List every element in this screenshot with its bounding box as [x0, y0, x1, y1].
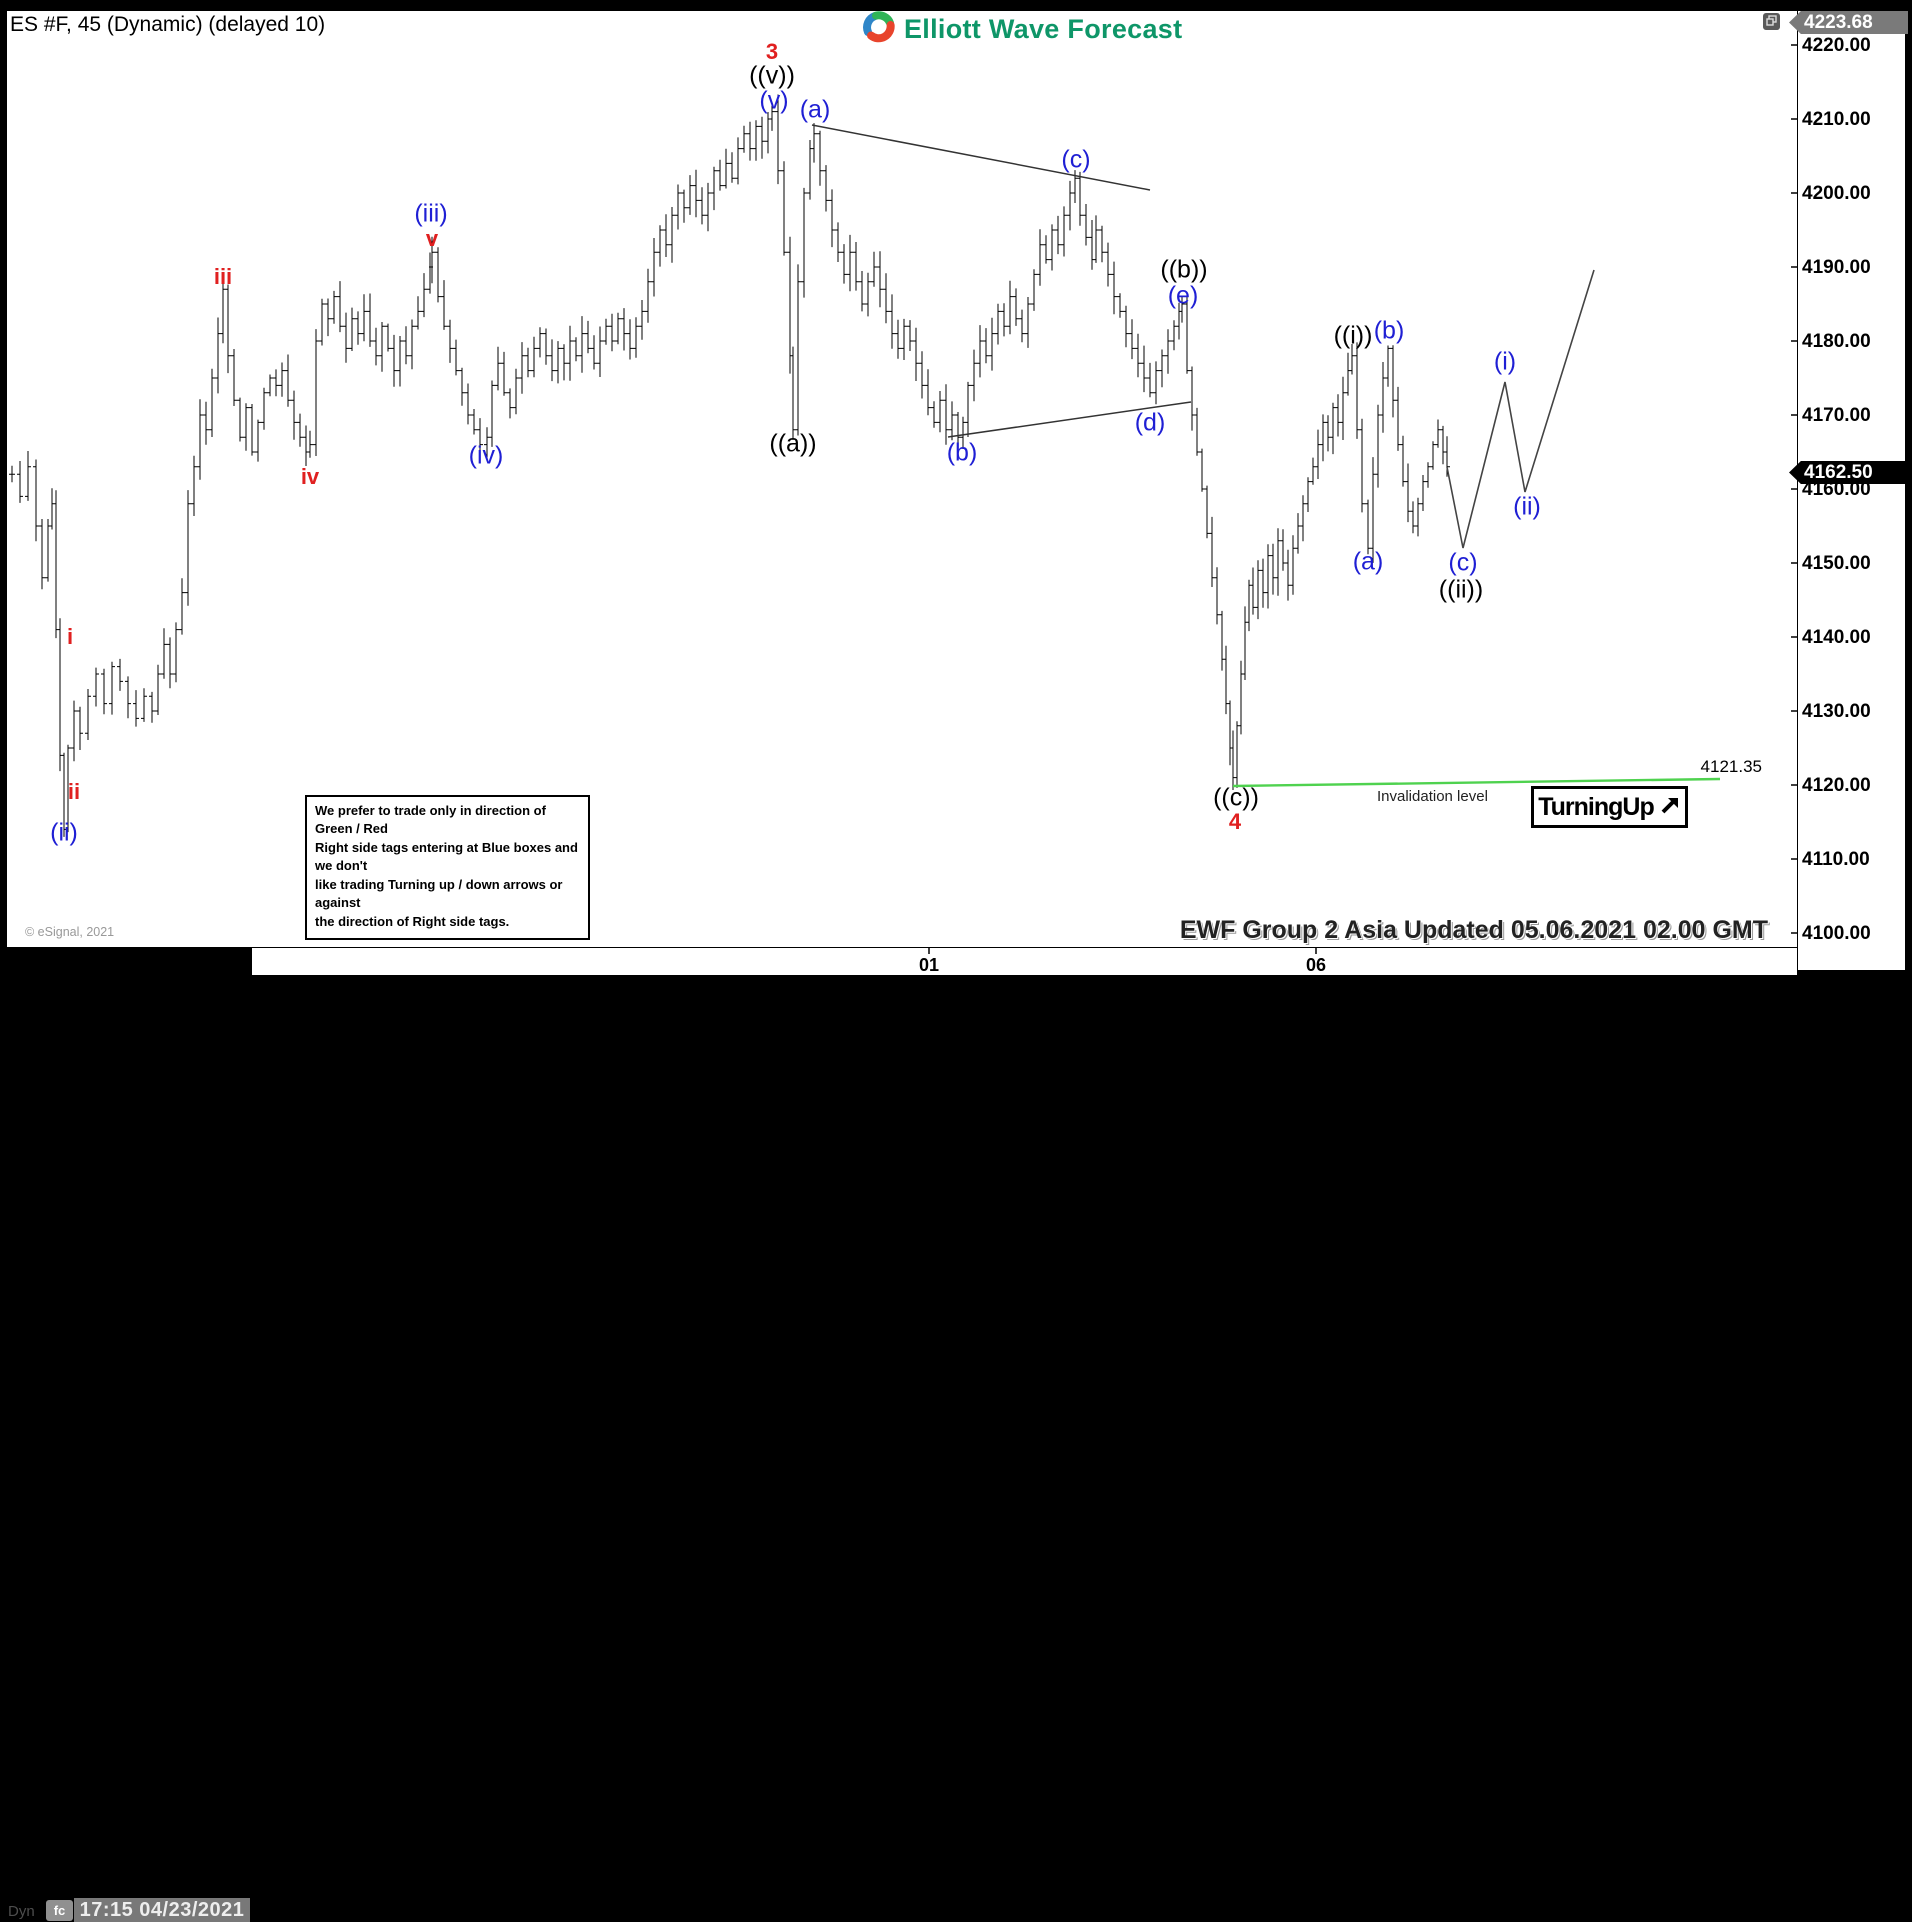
wave-label-i-red: i	[66, 624, 74, 649]
ewf-footer-note: EWF Group 2 Asia Updated 05.06.2021 02.0…	[1179, 916, 1768, 944]
price-axis-label: 4120.00	[1802, 775, 1871, 796]
wave-label-iii-red: iii	[213, 264, 233, 289]
disclaimer-line: Right side tags entering at Blue boxes a…	[315, 839, 578, 874]
chart-title: ES #F, 45 (Dynamic) (delayed 10)	[10, 13, 326, 36]
price-axis-label: 4210.00	[1802, 109, 1871, 130]
wave-label-ii-red: ii	[67, 779, 81, 804]
trading-disclaimer-note: We prefer to trade only in direction of …	[305, 795, 590, 941]
wave-label-v-black: ((v))	[749, 61, 795, 90]
price-axis-label: 4150.00	[1802, 553, 1871, 574]
current-price-tag: 4162.50	[1789, 461, 1908, 484]
disclaimer-line: the direction of Right side tags.	[315, 913, 510, 929]
wave-label-4-red: 4	[1228, 809, 1242, 834]
wave-label-c-blue: (c)	[1448, 548, 1478, 577]
price-axis-label: 4160.00	[1802, 479, 1871, 500]
invalidation-price-value: 4121.35	[1700, 757, 1762, 776]
esignal-copyright: © eSignal, 2021	[25, 925, 115, 939]
wave-label-v-blue: (v)	[759, 86, 789, 115]
price-axis[interactable]	[1797, 11, 1905, 970]
restore-window-icon	[1766, 14, 1777, 29]
time-axis-label: 01	[918, 955, 940, 975]
time-axis-label: 06	[1305, 955, 1327, 975]
restore-window-button[interactable]	[1763, 13, 1780, 30]
disclaimer-line: We prefer to trade only in direction of …	[315, 803, 546, 837]
chart-window: ES #F, 45 (Dynamic) (delayed 10) Elliott…	[0, 10, 1908, 1922]
wave-label-i-black: ((i))	[1333, 321, 1373, 350]
brand-name: Elliott Wave Forecast	[904, 14, 1183, 44]
price-axis-label: 4170.00	[1802, 405, 1871, 426]
wave-label-3-red: 3	[765, 39, 779, 64]
turning-up-label: TurningUp	[1538, 792, 1654, 821]
brand-logo: Elliott Wave Forecast	[862, 10, 1182, 49]
last-price-tag: 4223.68	[1789, 11, 1908, 34]
disclaimer-line: like trading Turning up / down arrows or…	[315, 876, 563, 911]
wave-label-b-blue: (b)	[946, 438, 978, 467]
wave-label-ii-black: ((ii))	[1438, 575, 1484, 604]
price-axis-label: 4100.00	[1802, 923, 1871, 944]
wave-label-ii-blue: (ii)	[50, 818, 78, 847]
wave-label-ii-blue: (ii)	[1513, 492, 1541, 521]
wave-label-iv-blue: (iv)	[468, 441, 504, 470]
dyn-mode-label: Dyn	[8, 1903, 35, 1920]
price-axis-label: 4190.00	[1802, 257, 1871, 278]
wave-label-e-blue: (e)	[1167, 281, 1199, 310]
plot-area[interactable]	[7, 11, 1797, 947]
wave-label-iv-red: iv	[300, 464, 320, 489]
wave-label-a-blue: (a)	[799, 95, 831, 124]
wave-label-a-black: ((a))	[769, 429, 817, 458]
invalidation-level-label: Invalidation level	[1377, 788, 1488, 805]
price-axis-label: 4220.00	[1802, 35, 1871, 56]
price-axis-label: 4200.00	[1802, 183, 1871, 204]
wave-label-i-blue: (i)	[1493, 347, 1517, 376]
wave-label-iii-blue: (iii)	[414, 199, 448, 228]
price-axis-label: 4110.00	[1802, 849, 1870, 870]
price-axis-label: 4140.00	[1802, 627, 1871, 648]
cursor-timestamp: 17:15 04/23/2021	[74, 1898, 250, 1922]
price-axis-label: 4180.00	[1802, 331, 1871, 352]
wave-label-b-black: ((b))	[1160, 255, 1208, 284]
wave-label-a-blue: (a)	[1352, 547, 1384, 576]
status-bar: Dyn fc 17:15 04/23/2021	[0, 948, 252, 1922]
wave-label-d-blue: (d)	[1134, 408, 1166, 437]
wave-label-c-blue: (c)	[1061, 145, 1091, 174]
brand-swirl-icon	[862, 10, 896, 49]
time-axis[interactable]	[7, 947, 1797, 975]
up-right-arrow-icon	[1659, 794, 1681, 821]
turning-up-logo: TurningUp	[1531, 786, 1688, 828]
price-axis-label: 4130.00	[1802, 701, 1871, 722]
wave-label-b-blue: (b)	[1373, 316, 1405, 345]
wave-label-v-red: v	[425, 226, 439, 251]
fc-badge-icon: fc	[46, 1900, 73, 1921]
